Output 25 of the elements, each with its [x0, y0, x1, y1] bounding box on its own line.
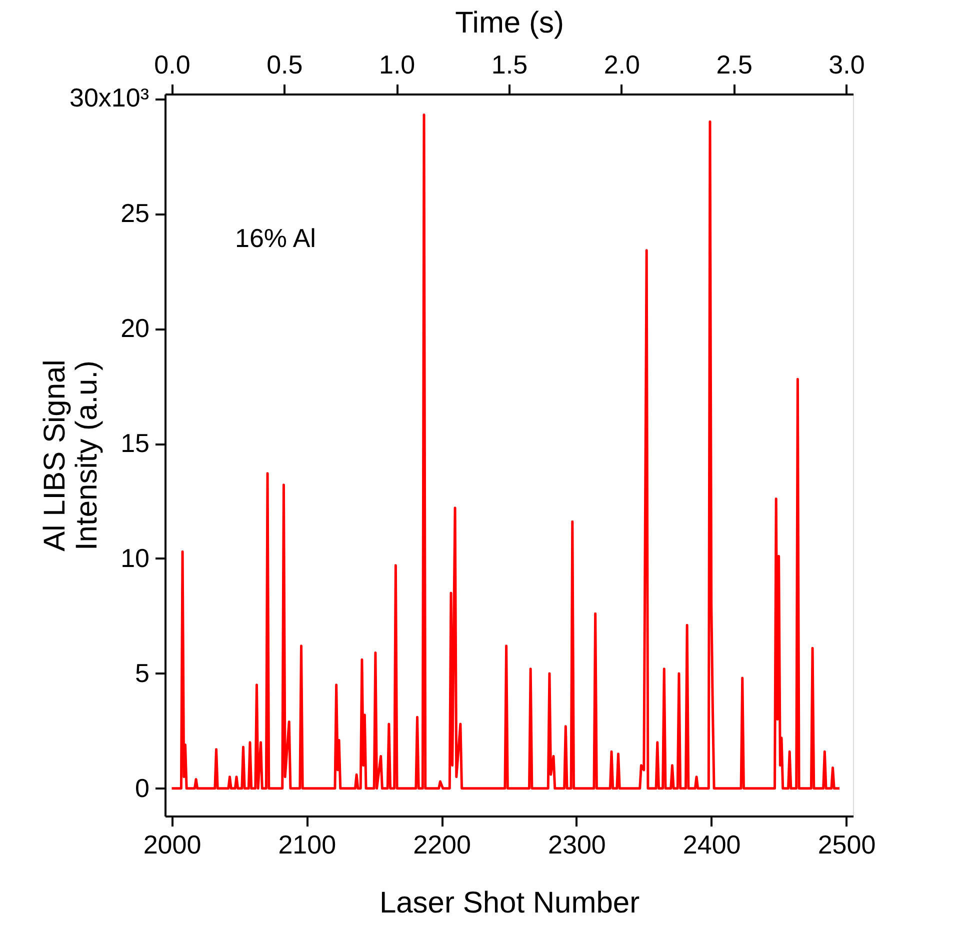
y-tick-label: 10: [120, 542, 150, 573]
x2-tick-label: 0.5: [266, 50, 303, 80]
y-tick-label: 0: [135, 772, 150, 803]
y-axis-title: Al LIBS Signal Intensity (a.u.): [38, 360, 104, 552]
x2-tick-label: 1.5: [491, 50, 528, 80]
x-tick-label: 2200: [413, 830, 471, 860]
y-tick-label: 15: [120, 428, 150, 458]
x-tick-label: 2000: [143, 830, 202, 860]
x-axis-title: Laser Shot Number: [379, 886, 640, 920]
y-tick-label: 20: [120, 313, 150, 344]
y-tick-label: 5: [135, 658, 150, 688]
x2-tick-label: 1.0: [379, 50, 416, 80]
x2-axis-title: Time (s): [455, 6, 564, 40]
x2-tick-label: 0.0: [154, 50, 190, 80]
line-series: [170, 113, 841, 790]
x2-tick-label: 2.5: [716, 50, 752, 80]
x-tick-label: 2400: [682, 830, 741, 860]
x-tick-label: 2500: [818, 830, 876, 860]
x-tick-label: 2100: [278, 830, 336, 860]
x2-tick-label: 2.0: [604, 50, 640, 80]
annotation: 16% Al: [235, 223, 316, 253]
x2-tick-label: 3.0: [828, 50, 865, 80]
y-tick-label: 25: [120, 198, 150, 228]
x-tick-label: 2300: [548, 830, 606, 860]
text: 30x10³: [70, 82, 150, 113]
